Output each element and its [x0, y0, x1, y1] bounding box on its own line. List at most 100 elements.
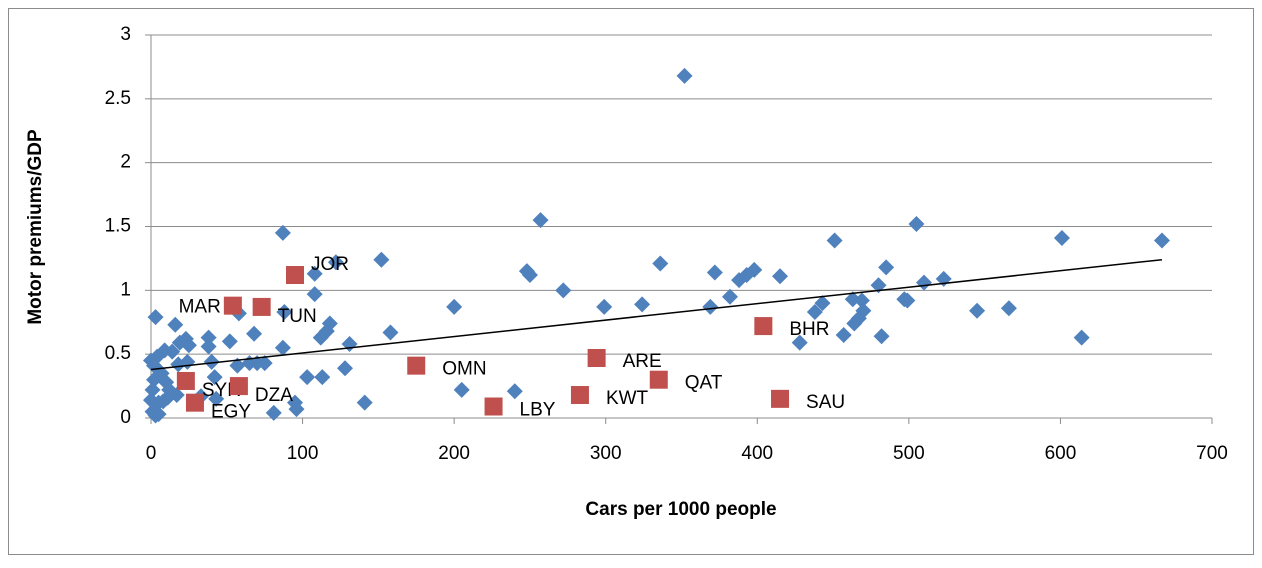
- point: [146, 371, 163, 388]
- point: [407, 356, 426, 375]
- y-tick-label: 0.5: [105, 343, 131, 364]
- point: [147, 407, 164, 424]
- y-axis-label: Motor premiums/GDP: [25, 129, 46, 325]
- x-tick-label: 500: [893, 443, 925, 464]
- point: [327, 254, 344, 271]
- point: [878, 259, 895, 276]
- point: [221, 333, 238, 350]
- point: [899, 292, 916, 309]
- trendline: [150, 258, 1163, 371]
- point: [676, 67, 693, 84]
- point: [446, 298, 463, 315]
- chart-border: [8, 8, 1254, 555]
- point: [1073, 329, 1090, 346]
- point-label: KWT: [606, 388, 649, 409]
- point: [652, 255, 669, 272]
- point: [143, 392, 159, 409]
- point: [754, 317, 773, 336]
- point: [256, 355, 273, 372]
- x-tick-label: 700: [1196, 443, 1228, 464]
- point: [521, 267, 538, 284]
- point: [1000, 300, 1017, 317]
- x-tick-label: 0: [146, 443, 157, 464]
- point: [276, 304, 293, 321]
- x-tick-label: 300: [590, 443, 622, 464]
- point: [147, 309, 164, 326]
- point: [164, 343, 181, 360]
- point: [771, 389, 790, 408]
- point: [846, 315, 863, 332]
- point: [265, 404, 282, 421]
- point-label: EGY: [211, 402, 251, 423]
- y-tick-label: 1: [120, 279, 131, 300]
- point: [200, 338, 217, 355]
- y-tick-label: 2: [120, 152, 131, 173]
- point: [826, 232, 843, 249]
- point: [772, 268, 789, 285]
- point-label: TUN: [278, 306, 317, 327]
- point-label: BHR: [789, 319, 829, 340]
- point: [312, 329, 329, 346]
- point: [274, 224, 291, 241]
- point: [484, 397, 503, 416]
- x-axis-label: Cars per 1000 people: [585, 499, 776, 520]
- point: [453, 381, 470, 398]
- point: [185, 393, 204, 412]
- point: [176, 371, 195, 390]
- point: [634, 296, 651, 313]
- x-tick-label: 400: [741, 443, 773, 464]
- point: [1053, 229, 1070, 246]
- point: [382, 324, 399, 341]
- point: [555, 282, 572, 299]
- point: [180, 337, 197, 354]
- point-label: OMN: [442, 359, 486, 380]
- point: [791, 334, 808, 351]
- point: [532, 212, 549, 229]
- point: [200, 329, 217, 346]
- point: [844, 291, 861, 308]
- point: [506, 383, 523, 400]
- point: [373, 251, 390, 268]
- y-tick-label: 1.5: [105, 216, 131, 237]
- point: [873, 328, 890, 345]
- point: [223, 296, 242, 315]
- point: [203, 353, 220, 370]
- point: [229, 357, 246, 374]
- point: [274, 339, 291, 356]
- point: [285, 266, 304, 285]
- point: [596, 298, 613, 315]
- y-tick-label: 2.5: [105, 88, 131, 109]
- point: [570, 386, 589, 405]
- point-label: SAU: [806, 392, 845, 413]
- x-tick-label: 600: [1045, 443, 1077, 464]
- point: [706, 264, 723, 281]
- point: [314, 369, 331, 386]
- x-tick-label: 200: [438, 443, 470, 464]
- point: [321, 315, 338, 332]
- point: [1153, 232, 1170, 249]
- point: [306, 286, 323, 303]
- point-label: QAT: [685, 373, 723, 394]
- point: [835, 327, 852, 344]
- point-label: MAR: [179, 297, 221, 318]
- point-label: LBY: [520, 400, 556, 421]
- point: [229, 377, 248, 396]
- point-label: JOR: [311, 254, 349, 275]
- point: [806, 304, 823, 321]
- y-tick-label: 3: [120, 24, 131, 45]
- point: [159, 389, 176, 406]
- point: [208, 390, 225, 407]
- point: [722, 288, 739, 305]
- point-label: DZA: [255, 385, 293, 406]
- point: [144, 381, 161, 398]
- point: [167, 316, 184, 333]
- point: [731, 272, 748, 289]
- point: [337, 360, 354, 377]
- y-tick-label: 0: [120, 407, 131, 428]
- point: [649, 370, 668, 389]
- x-tick-label: 100: [287, 443, 319, 464]
- point: [969, 302, 986, 319]
- point: [288, 401, 305, 418]
